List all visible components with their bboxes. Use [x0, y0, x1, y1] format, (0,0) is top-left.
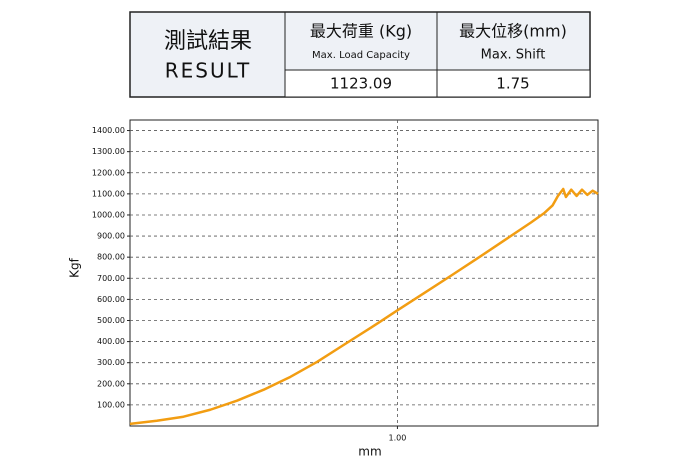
result-label: 測試結果 — [164, 29, 252, 54]
x-tick-label: 1.00 — [389, 434, 407, 443]
y-tick-label: 900.00 — [97, 232, 125, 241]
column-subheader: Max. Load Capacity — [312, 50, 410, 61]
x-axis-label: mm — [358, 445, 381, 459]
result-label: RESULT — [165, 59, 251, 83]
data-line — [129, 187, 599, 426]
column-subheader: Max. Shift — [481, 48, 546, 63]
plot-frame — [129, 119, 599, 427]
y-tick-label: 300.00 — [97, 358, 125, 367]
y-tick-label: 1300.00 — [92, 147, 125, 156]
column-header: 最大位移(mm) — [459, 22, 567, 41]
y-tick-label: 1200.00 — [92, 168, 125, 177]
cell-value: 1123.09 — [330, 75, 392, 93]
y-tick-label: 1100.00 — [92, 189, 125, 198]
y-tick-label: 800.00 — [97, 253, 125, 262]
y-tick-label: 1000.00 — [92, 210, 125, 219]
y-tick-label: 700.00 — [97, 274, 125, 283]
y-tick-label: 100.00 — [97, 400, 125, 409]
cell-value: 1.75 — [496, 75, 529, 93]
y-tick-label: 1400.00 — [92, 126, 125, 135]
y-tick-label: 500.00 — [97, 316, 125, 325]
y-tick-label: 400.00 — [97, 337, 125, 346]
result-table: 測試結果 RESULT 最大荷重 (Kg) Max. Load Capacity… — [129, 11, 591, 98]
column-header: 最大荷重 (Kg) — [310, 22, 412, 41]
y-tick-label: 200.00 — [97, 379, 125, 388]
y-tick-label: 600.00 — [97, 295, 125, 304]
y-axis-label: Kgf — [68, 257, 82, 277]
